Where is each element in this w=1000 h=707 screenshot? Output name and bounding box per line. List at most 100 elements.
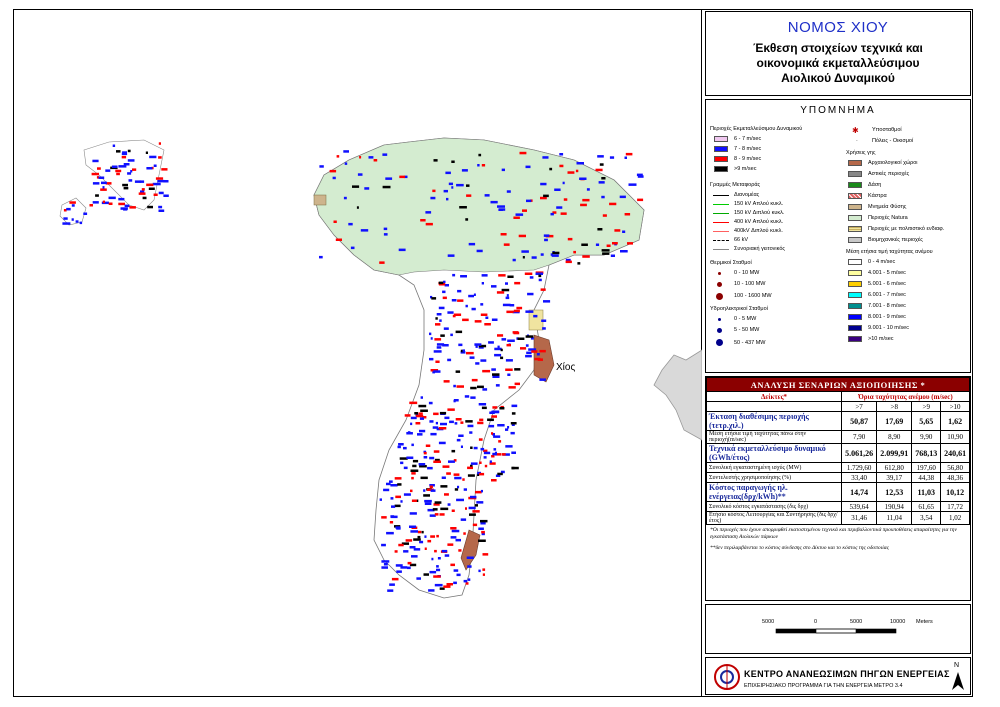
- north-arrow-icon: [952, 672, 964, 690]
- wind-cell: [531, 350, 538, 353]
- area-label-1: 6 - 7 m/sec: [734, 136, 762, 142]
- wind-cell: [465, 582, 469, 585]
- wind-cell: [470, 396, 476, 399]
- wind-cell: [505, 428, 509, 431]
- island-map: [59, 137, 702, 599]
- wind-cell: [403, 493, 411, 496]
- line-swatch-5: [713, 231, 729, 232]
- table-row: Έκταση διαθέσιμης περιοχής (τετρ.χιλ.) 5…: [706, 411, 970, 431]
- wind-cell: [468, 242, 476, 246]
- archaeological-sites: [313, 194, 555, 571]
- wind-cell: [474, 320, 482, 323]
- wind-cell: [438, 441, 446, 445]
- wind-cell: [390, 484, 398, 487]
- wind-cell: [400, 461, 404, 465]
- wind-cell: [333, 220, 337, 223]
- wind-cell: [518, 234, 526, 238]
- wind-cell: [582, 198, 590, 202]
- wind-cell: [506, 343, 511, 347]
- wind-cell: [467, 578, 471, 581]
- wind-cell: [438, 306, 445, 310]
- side-panel: ΝΟΜΟΣ ΧΙΟΥ Έκθεση στοιχείων τεχνικά και …: [705, 11, 971, 695]
- wind-cell: [533, 314, 538, 318]
- wind-cell: [460, 349, 464, 353]
- wind-cell: [512, 331, 519, 334]
- wind-cell: [123, 163, 130, 166]
- footer-block: ΚΕΝΤΡΟ ΑΝΑΝΕΩΣΙΜΩΝ ΠΗΓΩΝ ΕΝΕΡΓΕΙΑΣ ΕΠΙΧΕ…: [705, 657, 971, 695]
- wind-cell: [433, 412, 439, 416]
- wind-cell: [531, 256, 537, 259]
- wind-cell: [447, 543, 454, 546]
- wind-cell: [423, 489, 426, 492]
- wind-cell: [492, 452, 497, 456]
- wind-cell: [442, 344, 449, 347]
- thermal-dot-3: [716, 293, 723, 300]
- wind-cell: [427, 488, 434, 491]
- wind-cell: [466, 351, 474, 355]
- wind-cell: [446, 472, 451, 475]
- wind-cell: [350, 246, 355, 250]
- wind-cell: [146, 183, 154, 187]
- wind-cell: [101, 181, 107, 185]
- wind-cell: [407, 431, 411, 434]
- wind-cell: [429, 357, 434, 361]
- wind-cell: [501, 288, 510, 292]
- wind-cell: [472, 523, 478, 527]
- wind-cell: [565, 258, 571, 262]
- wind-cell: [449, 420, 454, 424]
- wind-cell: [480, 522, 486, 525]
- wind-cell: [481, 164, 486, 167]
- wind-cell: [414, 412, 418, 415]
- wind-cell: [412, 459, 419, 463]
- program-name: ΕΠΙΧΕΙΡΗΣΙΑΚΟ ΠΡΟΓΡΑΜΜΑ ΓΙΑ ΤΗΝ ΕΝΕΡΓΕΙΑ…: [744, 683, 903, 689]
- wind-cell: [471, 307, 476, 311]
- wind-cell: [434, 583, 443, 587]
- wind-cell: [329, 169, 337, 173]
- wind-cell: [432, 426, 439, 429]
- landuse-swatch-2: [848, 171, 862, 177]
- wind-cell: [398, 443, 404, 446]
- wind-cell: [466, 184, 470, 187]
- wind-cell: [468, 294, 474, 298]
- wind-cell: [444, 284, 449, 287]
- wind-cell: [478, 153, 482, 157]
- wind-cell: [540, 288, 546, 291]
- wind-cell: [416, 577, 421, 580]
- wind-cell: [395, 526, 401, 529]
- wind-cell: [425, 444, 431, 447]
- wind-cell: [528, 348, 537, 351]
- wind-cell: [481, 406, 487, 410]
- wind-cell: [121, 155, 127, 159]
- wind-cell: [543, 300, 551, 303]
- wind-cell: [489, 462, 496, 465]
- wind-cell: [563, 198, 568, 201]
- wind-cell: [381, 543, 386, 547]
- wind-cell: [538, 278, 542, 282]
- wind-cell: [427, 508, 435, 512]
- wind-cell: [458, 434, 464, 437]
- wind-cell: [475, 345, 478, 348]
- scale-bar: [775, 628, 897, 634]
- wind-cell: [515, 213, 524, 216]
- wind-cell: [551, 254, 559, 257]
- wind-cell: [539, 349, 546, 353]
- wind-cell: [419, 429, 426, 433]
- wind-cell: [157, 179, 165, 183]
- wind-cell: [430, 196, 436, 200]
- wind-cell: [433, 575, 441, 578]
- wind-cell: [513, 216, 520, 219]
- wind-cell: [423, 494, 430, 497]
- wind-cell: [410, 416, 417, 420]
- wind-cell: [525, 344, 529, 347]
- wind-cell: [425, 222, 433, 226]
- wind-cell: [488, 341, 494, 344]
- substation-icon: ✱: [852, 126, 859, 135]
- wind-cell: [108, 202, 113, 205]
- wind-cell: [614, 229, 621, 232]
- wind-cell: [460, 275, 467, 278]
- title-block: ΝΟΜΟΣ ΧΙΟΥ Έκθεση στοιχείων τεχνικά και …: [705, 11, 971, 96]
- wind-cell: [435, 360, 440, 363]
- wind-cell: [397, 445, 401, 449]
- wind-cell: [487, 418, 494, 421]
- wind-cell: [389, 480, 393, 483]
